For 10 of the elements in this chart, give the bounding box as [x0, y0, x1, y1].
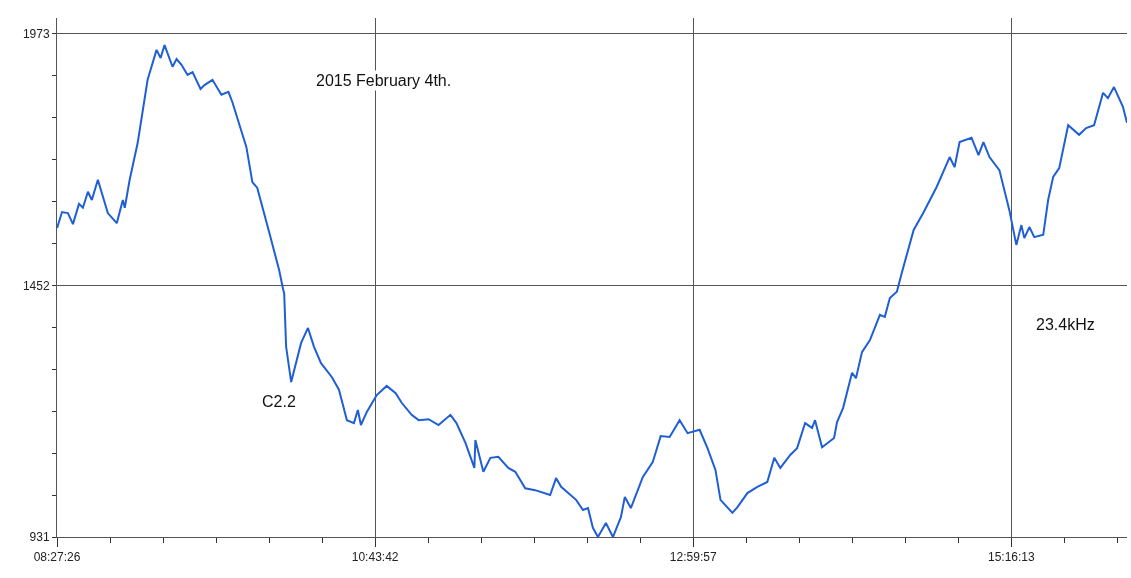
y-tick-label: 931	[29, 530, 50, 545]
x-tick-label: 10:43:42	[351, 550, 399, 565]
y-tick-label: 1973	[22, 27, 50, 42]
x-tick-label: 15:16:13	[987, 550, 1036, 565]
x-tick-label: 12:59:57	[669, 550, 717, 565]
annotation: C2.2	[262, 393, 296, 410]
x-tick-label: 08:27:26	[33, 550, 81, 565]
y-tick-label: 1452	[22, 278, 50, 293]
annotation: 2015 February 4th.	[316, 72, 452, 89]
annotation: 23.4kHz	[1036, 316, 1095, 333]
